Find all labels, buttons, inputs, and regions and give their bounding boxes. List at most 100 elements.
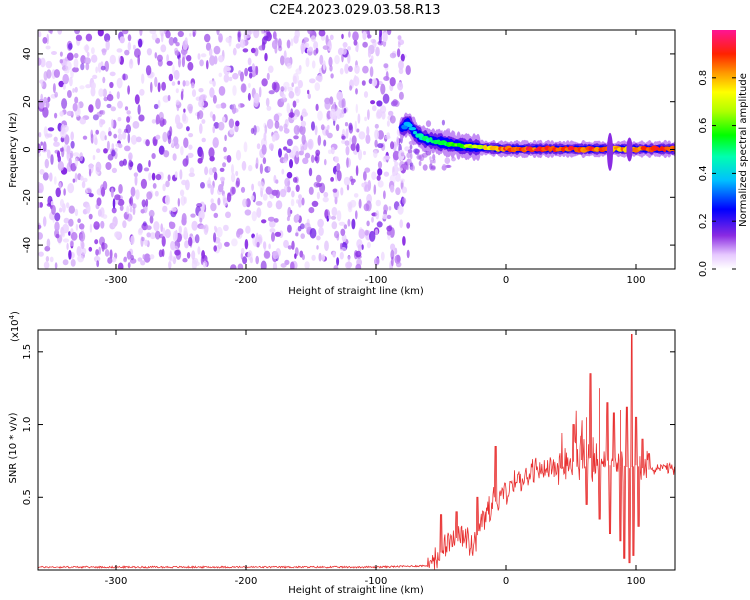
- noise-blob: [88, 193, 94, 198]
- x-tick-label: -200: [235, 275, 258, 286]
- noise-blob: [354, 120, 357, 132]
- noise-blob: [214, 225, 217, 231]
- noise-blob: [302, 112, 305, 118]
- noise-blob: [418, 160, 422, 167]
- noise-blob: [199, 217, 203, 223]
- noise-blob: [140, 260, 146, 266]
- noise-blob: [313, 41, 319, 50]
- noise-blob: [344, 122, 349, 127]
- noise-blob: [315, 103, 319, 111]
- figure-title: C2E4.2023.029.03.58.R13: [269, 3, 440, 18]
- noise-blob: [197, 246, 201, 255]
- noise-blob: [128, 198, 132, 204]
- noise-blob: [226, 155, 232, 163]
- noise-blob: [235, 43, 241, 49]
- noise-blob: [345, 128, 349, 139]
- noise-blob: [240, 247, 245, 255]
- noise-blob: [80, 63, 85, 71]
- noise-blob: [383, 63, 389, 69]
- noise-blob: [376, 100, 383, 107]
- noise-blob: [192, 31, 196, 37]
- noise-blob: [145, 65, 152, 76]
- noise-blob: [295, 184, 300, 192]
- noise-blob: [400, 152, 405, 157]
- noise-blob: [307, 138, 314, 150]
- noise-blob: [313, 181, 321, 188]
- noise-blob: [289, 159, 293, 169]
- noise-blob: [386, 30, 392, 36]
- noise-blob: [371, 78, 378, 87]
- x-tick-label: -300: [105, 275, 128, 286]
- x-tick-label: -100: [365, 576, 388, 587]
- noise-blob: [340, 228, 346, 236]
- noise-blob: [49, 256, 54, 263]
- noise-blob: [357, 149, 363, 161]
- noise-blob: [179, 189, 185, 197]
- noise-blob: [430, 165, 436, 170]
- noise-blob: [384, 135, 391, 140]
- noise-blob: [130, 186, 136, 197]
- noise-blob: [59, 182, 62, 190]
- noise-blob: [235, 177, 241, 187]
- noise-blob: [353, 76, 360, 87]
- noise-blob: [73, 58, 79, 69]
- noise-blob: [397, 81, 404, 91]
- noise-blob: [268, 90, 275, 95]
- noise-blob: [284, 177, 291, 187]
- noise-blob: [57, 30, 63, 35]
- noise-blob: [171, 139, 175, 148]
- noise-blob: [104, 249, 110, 257]
- noise-blob: [194, 261, 200, 267]
- noise-blob: [356, 128, 360, 133]
- noise-blob: [272, 31, 277, 40]
- noise-blob: [232, 72, 239, 80]
- noise-blob: [247, 57, 252, 66]
- noise-blob: [362, 65, 369, 74]
- noise-blob: [69, 150, 74, 159]
- noise-blob: [66, 145, 71, 155]
- noise-blob: [272, 261, 278, 269]
- noise-blob: [218, 33, 223, 43]
- noise-blob: [102, 76, 106, 84]
- noise-blob: [332, 188, 338, 193]
- noise-blob: [175, 99, 180, 106]
- noise-blob: [52, 214, 55, 223]
- noise-blob: [253, 125, 257, 136]
- noise-blob: [42, 37, 48, 44]
- noise-blob: [363, 150, 366, 156]
- noise-blob: [404, 146, 410, 152]
- noise-blob: [49, 30, 53, 35]
- noise-blob: [400, 53, 405, 62]
- noise-blob: [283, 50, 287, 61]
- noise-blob: [45, 45, 51, 50]
- noise-blob: [403, 164, 408, 170]
- spectrogram-y-label: Frequency (Hz): [8, 112, 19, 188]
- noise-blob: [259, 163, 263, 175]
- noise-blob: [98, 246, 101, 255]
- noise-blob: [350, 180, 355, 186]
- noise-blob: [396, 136, 400, 147]
- noise-blob: [328, 215, 332, 220]
- noise-blob: [117, 128, 122, 134]
- noise-blob: [358, 198, 362, 209]
- noise-blob: [141, 237, 145, 242]
- noise-blob: [183, 108, 186, 113]
- noise-blob: [274, 120, 280, 129]
- noise-blob: [287, 245, 293, 250]
- noise-blob: [100, 220, 105, 229]
- noise-blob: [68, 43, 73, 50]
- noise-blob: [122, 73, 126, 81]
- noise-blob: [65, 60, 72, 71]
- spectrogram-signal-ridge: [398, 112, 675, 171]
- noise-blob: [128, 152, 133, 161]
- noise-blob: [274, 231, 282, 237]
- noise-blob: [228, 38, 232, 47]
- noise-blob: [58, 207, 63, 213]
- noise-blob: [301, 254, 305, 261]
- noise-blob: [138, 114, 145, 122]
- noise-blob: [376, 221, 383, 228]
- noise-blob: [175, 88, 179, 94]
- noise-blob: [301, 134, 306, 145]
- noise-blob: [295, 98, 300, 103]
- noise-blob: [336, 210, 342, 222]
